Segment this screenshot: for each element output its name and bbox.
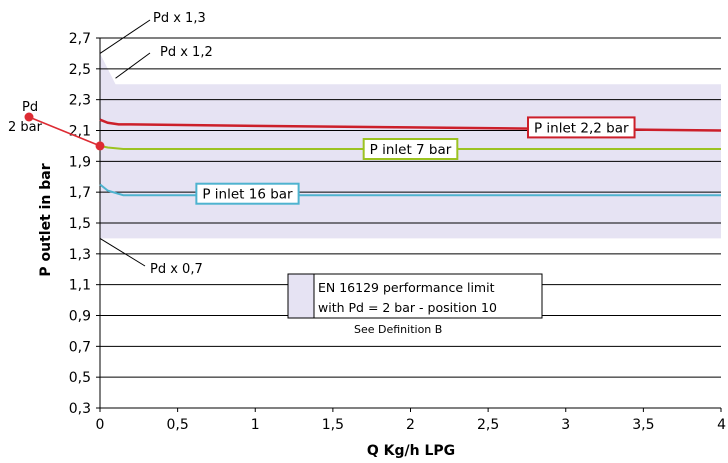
series-label-2: P inlet 7 bar	[370, 142, 452, 158]
legend-swatch	[287, 273, 315, 319]
x-tick-label: 2,5	[477, 417, 499, 433]
y-tick-label: 0,9	[69, 309, 91, 325]
x-tick-label: 0,5	[166, 417, 188, 433]
x-tick-label: 4	[717, 417, 726, 433]
annotation-leader-2	[115, 52, 151, 79]
y-tick-label: 1,9	[69, 154, 91, 170]
y-tick-label: 0,5	[69, 370, 91, 386]
series-line-2	[99, 144, 721, 150]
y-tick-label: 2,7	[69, 31, 91, 47]
x-tick-label: 3	[561, 417, 570, 433]
series-label-box-3	[195, 182, 300, 205]
series-label-1: P inlet 2,2 bar	[534, 120, 629, 136]
y-tick-label: 0,7	[69, 339, 91, 355]
x-tick-label: 0	[96, 417, 105, 433]
pd-marker-label-2: 2 bar	[8, 120, 43, 135]
y-tick-label: 1,5	[69, 216, 91, 232]
x-tick-label: 1,5	[322, 417, 344, 433]
x-axis-title: Q Kg/h LPG	[367, 443, 455, 459]
annotation-leader-1	[99, 19, 151, 54]
series-label-box-1	[527, 116, 636, 139]
pd-marker-line	[28, 116, 101, 147]
series-layer: P inlet 2,2 bar P inlet 7 bar P inlet 16 b…	[99, 116, 722, 205]
y-tick-label: 0,3	[69, 401, 91, 417]
annotation-layer: Pd x 1,3 Pd x 1,2 Pd x 0,7	[24, 11, 213, 277]
annotation-label-2: Pd x 1,2	[160, 45, 213, 60]
y-tick-label: 1,7	[69, 185, 91, 201]
pd-marker-dot-start	[24, 112, 34, 122]
pd-marker-dot-end	[95, 141, 105, 151]
legend-note: See Definition B	[354, 323, 442, 336]
y-tick-label: 2,5	[69, 62, 91, 78]
legend-line2: with Pd = 2 bar - position 10	[318, 300, 497, 315]
x-tick-label: 1	[251, 417, 260, 433]
annotation-label-1: Pd x 1,3	[153, 11, 206, 26]
series-label-box-2	[362, 138, 459, 160]
y-tick-label: 2,3	[69, 93, 91, 109]
y-tick-label: 1,3	[69, 247, 91, 263]
x-tick-label: 3,5	[632, 417, 654, 433]
x-tick-label: 2	[406, 417, 415, 433]
series-label-3: P inlet 16 bar	[202, 187, 293, 203]
annotation-label-3: Pd x 0,7	[150, 262, 203, 277]
legend-frame	[313, 273, 543, 319]
axis-layer: 0,30,50,70,91,11,31,51,71,92,12,32,52,70…	[69, 31, 726, 433]
pd-marker-label-1: Pd	[22, 100, 38, 115]
y-axis-title: P outlet in bar	[38, 163, 54, 276]
legend-line1: EN 16129 performance limit	[318, 280, 495, 295]
annotation-leader-3	[99, 237, 146, 267]
y-tick-label: 1,1	[69, 278, 91, 294]
